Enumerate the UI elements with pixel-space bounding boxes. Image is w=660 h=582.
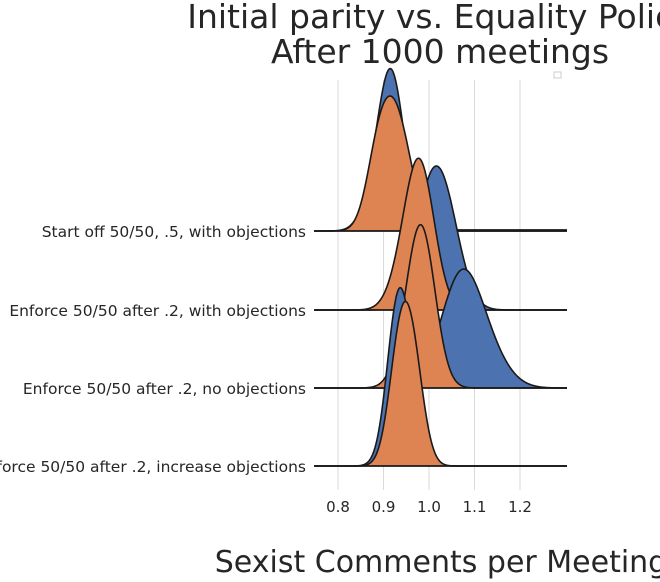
ridge [314, 157, 567, 311]
density-orange [314, 224, 567, 388]
x-axis-label: Sexist Comments per Meeting [215, 545, 660, 580]
ridge [314, 286, 567, 467]
legend-box [553, 71, 562, 79]
chart-title-line-1: Initial parity vs. Equality Policy [187, 0, 660, 36]
category-labels: Start off 50/50, .5, with objections Enfo… [0, 223, 306, 476]
x-tick-label: 1.0 [417, 498, 441, 516]
category-label: Enforce 50/50 after .2, with objections [9, 302, 306, 320]
density-blue [314, 166, 567, 310]
x-tick-label: 0.9 [372, 498, 396, 516]
ridge [314, 223, 567, 389]
x-tick-label: 1.2 [508, 498, 532, 516]
density-orange [314, 158, 567, 310]
ridges [314, 67, 567, 467]
chart-title-line-2: After 1000 meetings [271, 32, 609, 71]
category-label: Enforce 50/50 after .2, no objections [23, 380, 306, 398]
x-tick-label: 1.1 [463, 498, 487, 516]
category-label: Enforce 50/50 after .2, increase objecti… [0, 458, 306, 476]
density-orange [314, 95, 567, 231]
category-label: Start off 50/50, .5, with objections [42, 223, 306, 241]
x-tick-label: 0.8 [326, 498, 350, 516]
x-tick-labels: 0.8 0.9 1.0 1.1 1.2 [326, 498, 532, 516]
